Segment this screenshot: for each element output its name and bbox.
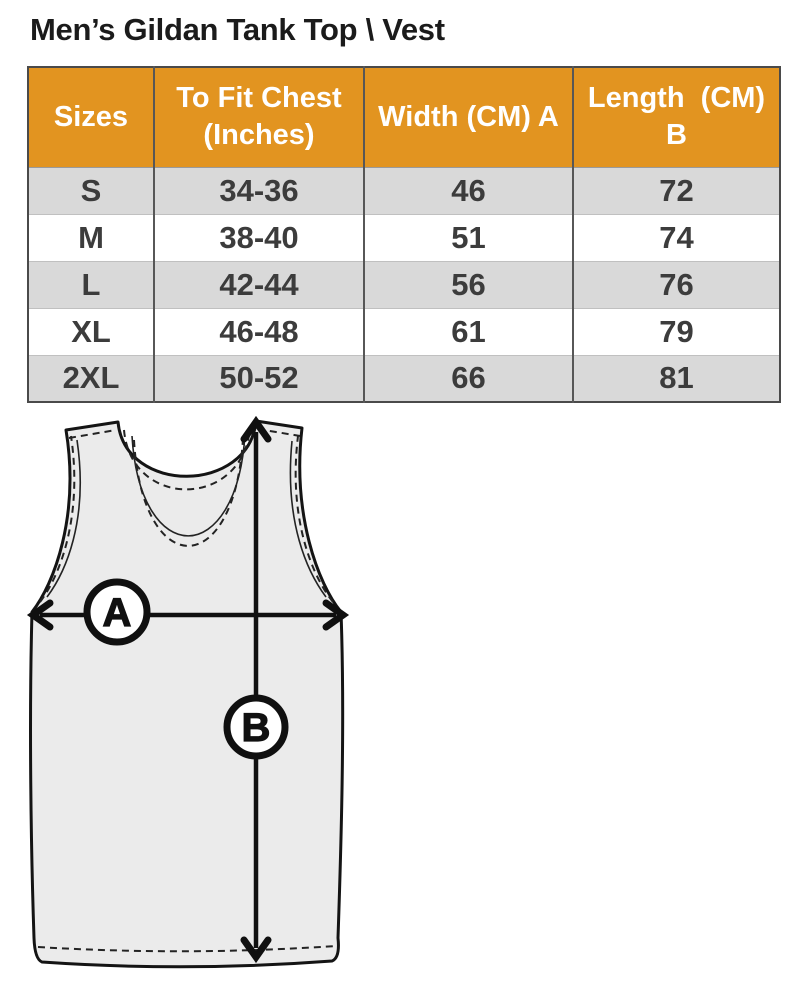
chest-cell: 38-40 (153, 213, 364, 261)
table-row-m: M 38-40 51 74 (28, 213, 780, 261)
width-cell: 61 (363, 307, 573, 355)
width-label: A (103, 591, 132, 635)
length-cell: 74 (572, 213, 780, 261)
page-title: Men’s Gildan Tank Top \ Vest (30, 12, 445, 47)
length-cell: 79 (572, 307, 780, 355)
size-cell: 2XL (28, 354, 154, 402)
width-arrow-right-head (322, 599, 350, 631)
length-label: B (242, 706, 271, 750)
width-label-circle (83, 578, 151, 646)
length-cell: 81 (572, 354, 780, 402)
right-armhole-stitch (294, 435, 334, 603)
width-arrow-left-head (26, 599, 54, 631)
width-cell: 46 (363, 166, 573, 214)
neckline-stitch-inner (133, 437, 244, 547)
chest-cell: 46-48 (153, 307, 364, 355)
size-cell: L (28, 260, 154, 308)
length-arrow-bottom-head (240, 936, 272, 964)
left-armhole-stitch (39, 435, 76, 603)
size-cell: XL (28, 307, 154, 355)
left-shoulder-stitch (68, 429, 117, 439)
left-armhole-band (46, 439, 81, 598)
tank-top-diagram: A B (26, 415, 350, 969)
hem-stitch (37, 945, 337, 953)
table-row-2xl: 2XL 50-52 66 81 (28, 354, 780, 402)
tank-top-outline (29, 419, 345, 969)
table-header-row: Sizes To Fit Chest (Inches) Width (CM) A… (28, 67, 780, 168)
column-header-length: Length (CM) B (572, 67, 780, 168)
column-header-chest: To Fit Chest (Inches) (153, 67, 364, 168)
length-cell: 76 (572, 260, 780, 308)
chest-cell: 34-36 (153, 166, 364, 214)
chest-cell: 50-52 (153, 354, 364, 402)
width-cell: 51 (363, 213, 573, 261)
column-header-width: Width (CM) A (363, 67, 573, 168)
table-row-l: L 42-44 56 76 (28, 260, 780, 308)
length-label-circle (223, 694, 289, 760)
table-row-s: S 34-36 46 72 (28, 166, 780, 214)
table-row-xl: XL 46-48 61 79 (28, 307, 780, 355)
neckline-stitch-outer (123, 427, 251, 491)
chest-cell: 42-44 (153, 260, 364, 308)
size-table: Sizes To Fit Chest (Inches) Width (CM) A… (27, 66, 781, 403)
length-cell: 72 (572, 166, 780, 214)
size-cell: S (28, 166, 154, 214)
right-armhole-band (289, 440, 327, 598)
size-cell: M (28, 213, 154, 261)
width-cell: 56 (363, 260, 573, 308)
width-cell: 66 (363, 354, 573, 402)
length-arrow-top-head (240, 415, 272, 443)
column-header-sizes: Sizes (28, 67, 154, 168)
